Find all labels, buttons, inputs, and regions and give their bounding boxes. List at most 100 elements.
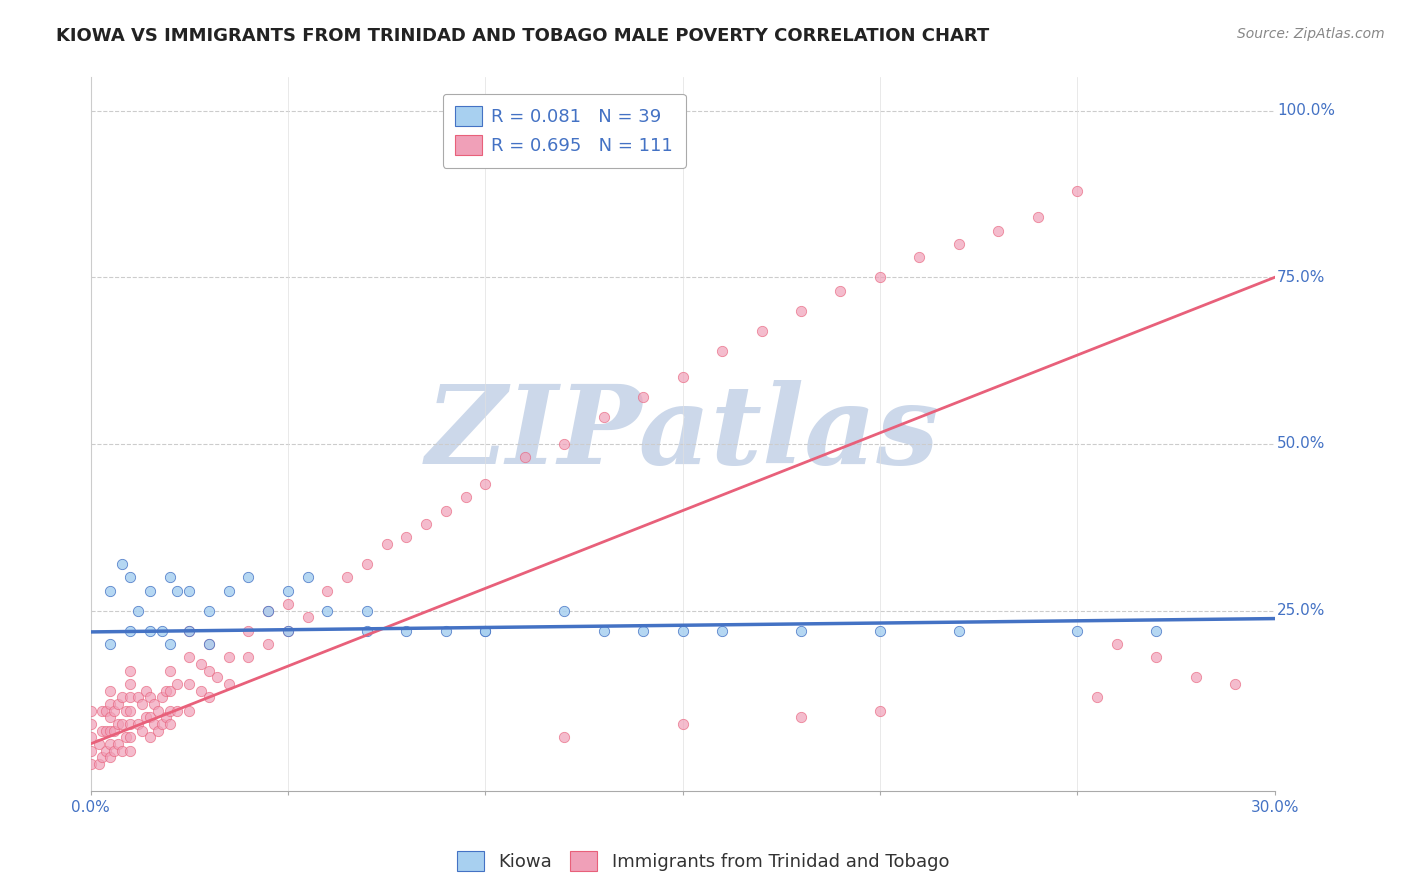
Text: Source: ZipAtlas.com: Source: ZipAtlas.com	[1237, 27, 1385, 41]
Point	[1026, 211, 1049, 225]
Point	[139, 624, 162, 638]
Point	[356, 604, 378, 618]
Point	[671, 717, 693, 731]
Point	[205, 670, 228, 684]
Point	[790, 624, 813, 638]
Point	[1105, 637, 1128, 651]
Point	[135, 683, 157, 698]
Point	[150, 717, 173, 731]
Point	[277, 597, 299, 611]
Point	[107, 697, 129, 711]
Point	[142, 697, 165, 711]
Point	[98, 710, 121, 724]
Point	[474, 477, 496, 491]
Point	[198, 604, 221, 618]
Point	[454, 491, 477, 505]
Point	[553, 730, 575, 744]
Point	[474, 624, 496, 638]
Point	[159, 717, 181, 731]
Point	[257, 604, 280, 618]
Point	[179, 624, 201, 638]
Point	[671, 370, 693, 384]
Point	[98, 723, 121, 738]
Point	[96, 704, 118, 718]
Point	[190, 683, 212, 698]
Text: ZIPatlas: ZIPatlas	[426, 380, 939, 488]
Point	[166, 583, 188, 598]
Point	[238, 570, 260, 584]
Point	[155, 710, 177, 724]
Point	[139, 730, 162, 744]
Point	[316, 604, 339, 618]
Text: 100.0%: 100.0%	[1277, 103, 1334, 119]
Point	[111, 743, 134, 757]
Point	[395, 624, 418, 638]
Point	[139, 583, 162, 598]
Point	[98, 637, 121, 651]
Point	[155, 683, 177, 698]
Point	[1066, 624, 1088, 638]
Point	[336, 570, 359, 584]
Point	[139, 690, 162, 705]
Point	[107, 737, 129, 751]
Point	[553, 437, 575, 451]
Point	[1144, 624, 1167, 638]
Point	[150, 624, 173, 638]
Point	[869, 624, 891, 638]
Point	[79, 756, 101, 771]
Point	[218, 677, 240, 691]
Point	[179, 583, 201, 598]
Point	[111, 690, 134, 705]
Point	[166, 704, 188, 718]
Point	[127, 690, 149, 705]
Point	[98, 683, 121, 698]
Point	[434, 624, 457, 638]
Point	[198, 637, 221, 651]
Point	[908, 251, 931, 265]
Point	[103, 743, 125, 757]
Point	[87, 756, 110, 771]
Point	[553, 604, 575, 618]
Point	[98, 750, 121, 764]
Point	[513, 450, 536, 465]
Point	[115, 730, 138, 744]
Point	[120, 704, 142, 718]
Point	[190, 657, 212, 671]
Point	[79, 730, 101, 744]
Point	[277, 624, 299, 638]
Point	[790, 303, 813, 318]
Point	[159, 664, 181, 678]
Point	[142, 717, 165, 731]
Point	[395, 530, 418, 544]
Point	[98, 697, 121, 711]
Point	[179, 704, 201, 718]
Point	[131, 697, 153, 711]
Point	[120, 570, 142, 584]
Point	[297, 610, 319, 624]
Point	[159, 637, 181, 651]
Point	[159, 704, 181, 718]
Point	[948, 624, 970, 638]
Legend: R = 0.081   N = 39, R = 0.695   N = 111: R = 0.081 N = 39, R = 0.695 N = 111	[443, 94, 686, 168]
Point	[375, 537, 398, 551]
Point	[257, 604, 280, 618]
Point	[98, 737, 121, 751]
Point	[277, 624, 299, 638]
Point	[91, 750, 114, 764]
Point	[120, 730, 142, 744]
Point	[179, 650, 201, 665]
Point	[238, 624, 260, 638]
Point	[103, 704, 125, 718]
Legend: Kiowa, Immigrants from Trinidad and Tobago: Kiowa, Immigrants from Trinidad and Toba…	[450, 844, 956, 879]
Point	[257, 637, 280, 651]
Text: 50.0%: 50.0%	[1277, 436, 1326, 451]
Point	[434, 503, 457, 517]
Point	[159, 570, 181, 584]
Text: 25.0%: 25.0%	[1277, 603, 1326, 618]
Point	[120, 743, 142, 757]
Point	[711, 624, 734, 638]
Point	[120, 624, 142, 638]
Point	[1144, 650, 1167, 665]
Point	[79, 704, 101, 718]
Point	[131, 723, 153, 738]
